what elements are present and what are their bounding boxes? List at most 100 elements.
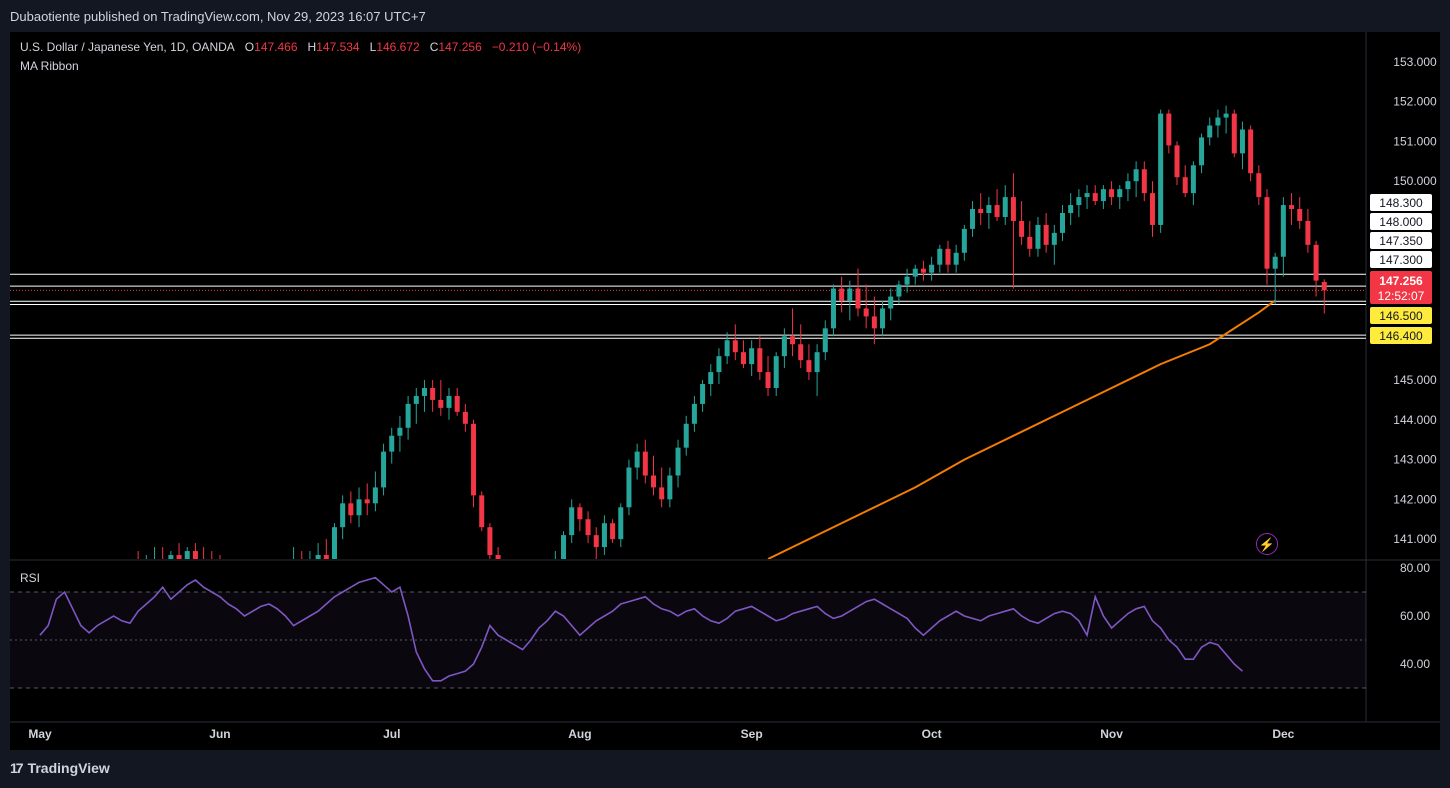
candle-body — [577, 507, 583, 520]
price-tick-label: 144.000 — [1393, 413, 1437, 427]
candle-body — [291, 563, 296, 567]
candle-body — [1076, 197, 1082, 206]
candle-body — [381, 451, 387, 488]
candle-body — [773, 356, 779, 388]
candle-body — [1043, 224, 1049, 245]
candle-body — [1174, 145, 1180, 178]
price-tick-label: 150.000 — [1393, 174, 1437, 188]
candle-body — [945, 248, 951, 265]
candle-body — [217, 567, 222, 575]
candle-body — [618, 507, 624, 540]
chart-svg[interactable]: 153.000 152.000 151.000 150.000 145.000 144.0… — [10, 32, 1440, 750]
candle-body — [1305, 220, 1311, 245]
tradingview-logo[interactable]: 17 TradingView — [10, 760, 110, 776]
candle-body — [275, 575, 280, 579]
candle-body — [1264, 197, 1270, 269]
close-label: C — [429, 40, 439, 54]
candle-body — [1149, 193, 1155, 225]
change-value: −0.210 (−0.14%) — [491, 40, 582, 54]
level-price-label: 146.400 — [1379, 329, 1423, 343]
candle-body — [119, 571, 124, 575]
close-value: 147.256 — [438, 40, 482, 54]
candle-body — [495, 555, 501, 559]
price-tick-label: 153.000 — [1393, 55, 1437, 69]
chart-frame[interactable]: 153.000 152.000 151.000 150.000 145.000 144.0… — [10, 32, 1440, 750]
candle-body — [1084, 193, 1090, 198]
symbol-name: U.S. Dollar / Japanese Yen, 1D, OANDA — [20, 40, 235, 54]
candle-body — [184, 551, 190, 559]
candle-body — [1313, 244, 1319, 281]
candle-body — [405, 403, 411, 428]
candle-body — [708, 372, 714, 385]
candle-body — [1215, 117, 1221, 126]
time-tick-label: Oct — [922, 727, 942, 741]
candle-body — [806, 360, 812, 373]
time-tick-label: Nov — [1100, 727, 1123, 741]
candle-body — [127, 567, 132, 575]
ma-ribbon-line — [767, 299, 1276, 559]
candle-body — [1256, 173, 1262, 198]
candle-body — [1019, 220, 1025, 237]
level-price-label: 147.350 — [1379, 234, 1423, 248]
candle-body — [454, 395, 460, 412]
candle-body — [553, 559, 558, 587]
candle-body — [462, 411, 468, 424]
candle-body — [1289, 205, 1295, 210]
rsi-line — [39, 576, 1243, 682]
candle-body — [1117, 189, 1123, 198]
candle-body — [765, 372, 771, 388]
candle-body — [626, 467, 632, 508]
candle-body — [1280, 205, 1286, 257]
candle-body — [323, 555, 329, 559]
open-label: O — [244, 40, 255, 54]
candle-body — [209, 563, 214, 567]
candle-body — [912, 268, 918, 277]
candle-body — [192, 551, 198, 559]
candle-body — [250, 571, 255, 579]
time-tick-label: Aug — [568, 727, 591, 741]
candle-body — [446, 395, 452, 408]
candle-body — [1166, 113, 1172, 146]
rsi-legend[interactable]: RSI — [20, 571, 41, 585]
symbol-legend[interactable]: U.S. Dollar / Japanese Yen, 1D, OANDA O 1… — [20, 40, 581, 54]
level-price-label-bg — [1370, 327, 1432, 344]
candle-body — [389, 435, 395, 452]
candle-body — [749, 348, 755, 365]
candle-body — [1092, 193, 1098, 202]
candle-body — [1223, 113, 1229, 118]
candle-body — [929, 264, 935, 273]
high-value: 147.534 — [316, 40, 360, 54]
candle-body — [136, 567, 141, 571]
candle-body — [1068, 205, 1074, 214]
candle-body — [438, 399, 444, 408]
candle-body — [863, 308, 869, 317]
candle-body — [1272, 256, 1278, 269]
level-price-label-bg — [1370, 307, 1432, 324]
bottom-bar — [0, 750, 1450, 788]
candle-body — [283, 567, 288, 579]
candle-body — [258, 579, 263, 583]
candle-body — [691, 403, 697, 424]
rsi-tick-label: 40.00 — [1400, 657, 1430, 671]
candle-body — [430, 387, 436, 400]
level-price-label: 148.000 — [1379, 215, 1423, 229]
indicator-legend[interactable]: MA Ribbon — [20, 59, 79, 73]
candle-body — [937, 248, 943, 265]
time-tick-label: May — [28, 727, 52, 741]
publisher-line: Dubaotiente published on TradingView.com… — [10, 9, 426, 24]
candle-body — [226, 571, 231, 575]
candle-body — [601, 523, 607, 548]
candle-body — [642, 451, 648, 476]
candle-body — [479, 495, 485, 528]
candle-body — [315, 555, 321, 559]
lightning-bolt-icon[interactable]: ⚡ — [1256, 533, 1278, 555]
candle-body — [683, 423, 689, 448]
candle-body — [1002, 197, 1008, 217]
level-price-label: 148.300 — [1379, 196, 1423, 210]
candle-body — [757, 348, 763, 373]
candle-body — [1231, 113, 1237, 154]
candle-body — [953, 252, 959, 265]
candle-body — [299, 563, 304, 571]
candle-body — [790, 336, 796, 345]
candle-body — [1199, 137, 1205, 166]
